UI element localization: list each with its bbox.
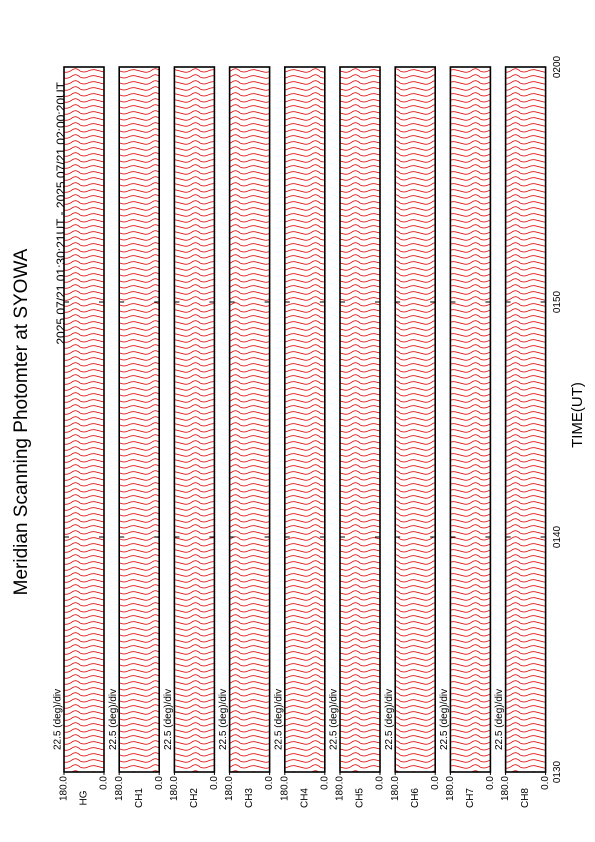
y-tick-label: 0.0 [154, 776, 165, 790]
y-tick-label: 180.0 [445, 776, 456, 801]
x-tick-label: 0140 [552, 525, 563, 548]
panel-label: CH7 [465, 788, 476, 808]
landscape-figure: Meridian Scanning Photomter at SYOWA 202… [11, 55, 586, 808]
panel-frame [118, 66, 160, 773]
x-tick-label: 0200 [552, 55, 563, 78]
scale-label: 22.5 (deg)/div [494, 689, 505, 750]
panel-label: CH6 [410, 788, 421, 808]
panel-frame [283, 66, 326, 773]
scale-label: 22.5 (deg)/div [273, 689, 284, 750]
y-tick-label: 180.0 [390, 776, 401, 801]
y-tick-label: 180.0 [500, 776, 511, 801]
y-tick-label: 180.0 [114, 776, 125, 801]
y-tick-label: 180.0 [279, 776, 290, 801]
scale-label: 22.5 (deg)/div [439, 689, 450, 750]
panel-frame [228, 66, 271, 773]
x-tick-label: 0130 [552, 760, 563, 783]
panel-frame [63, 66, 105, 773]
scale-label: 22.5 (deg)/div [53, 689, 64, 750]
panel-label: CH8 [520, 788, 531, 808]
panel-frame [173, 66, 216, 773]
scale-label: 22.5 (deg)/div [329, 689, 340, 750]
panel-label: CH1 [134, 788, 145, 808]
scale-label: 22.5 (deg)/div [163, 689, 174, 750]
y-tick-label: 0.0 [209, 776, 220, 790]
x-tick-label: 0150 [552, 290, 563, 313]
y-tick-label: 180.0 [335, 776, 346, 801]
scale-label: 22.5 (deg)/div [218, 689, 229, 750]
y-tick-label: 0.0 [99, 776, 110, 790]
panel-label: HG [79, 790, 90, 805]
panel-label: CH2 [189, 788, 200, 808]
x-axis-label: TIME(UT) [569, 382, 586, 448]
scale-label: 22.5 (deg)/div [108, 689, 119, 750]
panel-label: CH5 [355, 788, 366, 808]
scale-label: 22.5 (deg)/div [384, 689, 395, 750]
y-tick-label: 0.0 [375, 776, 386, 790]
panel-label: CH4 [299, 788, 310, 808]
y-tick-label: 0.0 [319, 776, 330, 790]
panel-frame [394, 66, 437, 773]
panel-frame [449, 66, 492, 773]
y-tick-label: 180.0 [224, 776, 235, 801]
y-tick-label: 180.0 [59, 776, 70, 801]
panel-label: CH3 [244, 788, 255, 808]
panel-frame [339, 66, 381, 773]
y-tick-label: 0.0 [430, 776, 441, 790]
y-tick-label: 0.0 [264, 776, 275, 790]
chart-title: Meridian Scanning Photomter at SYOWA [11, 248, 32, 595]
y-tick-label: 0.0 [540, 776, 551, 790]
y-tick-label: 180.0 [169, 776, 180, 801]
panel-frame [504, 66, 547, 773]
y-tick-label: 0.0 [485, 776, 496, 790]
